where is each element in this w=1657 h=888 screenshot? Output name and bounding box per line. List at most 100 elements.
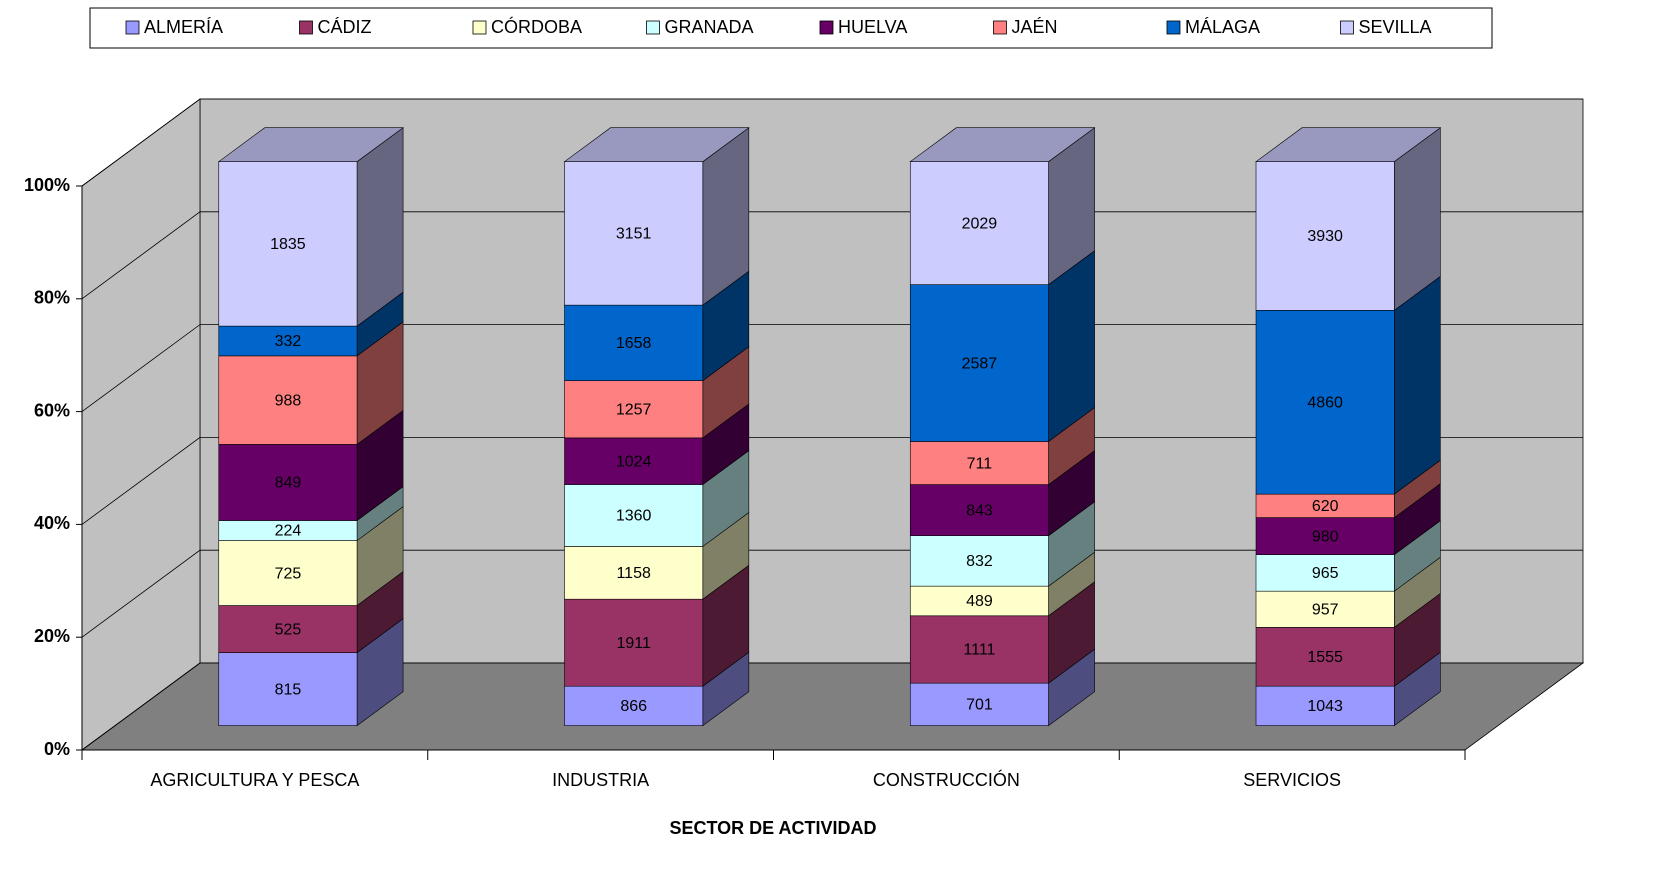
legend-label: GRANADA <box>664 17 753 37</box>
data-label: 1911 <box>616 635 651 652</box>
legend-swatch <box>299 20 313 35</box>
bar-top <box>563 127 750 162</box>
legend-label: MÁLAGA <box>1185 17 1260 37</box>
legend <box>89 7 1493 49</box>
data-label: 988 <box>275 392 302 409</box>
bar-top <box>909 127 1096 162</box>
y-tick-label: 40% <box>34 513 70 533</box>
y-tick-label: 60% <box>34 400 70 420</box>
data-label: 489 <box>966 593 993 610</box>
bar <box>218 444 358 521</box>
data-label: 2029 <box>962 215 998 232</box>
data-label: 849 <box>275 475 302 492</box>
legend-label: CÓRDOBA <box>491 16 582 37</box>
bar <box>909 161 1049 285</box>
bar <box>1255 627 1395 687</box>
bar <box>564 598 704 687</box>
x-tick-label: SERVICIOS <box>1243 770 1341 790</box>
data-label: 1360 <box>616 508 652 525</box>
bar <box>218 325 358 357</box>
bar <box>1255 161 1395 311</box>
legend-swatch <box>125 20 140 35</box>
bar <box>909 615 1049 684</box>
bar <box>909 484 1049 536</box>
grid-line <box>81 662 1583 751</box>
data-label: 980 <box>1312 528 1339 545</box>
legend-label: ALMERÍA <box>144 17 223 37</box>
legend-swatch <box>1340 20 1354 35</box>
bar <box>564 161 704 306</box>
bar <box>909 535 1049 587</box>
bar <box>218 540 358 606</box>
bar-top <box>217 127 404 162</box>
x-tick-label: INDUSTRIA <box>552 770 649 790</box>
data-label: 957 <box>1312 601 1339 618</box>
legend-swatch <box>993 20 1007 35</box>
bar-top <box>1255 127 1442 162</box>
data-label: 1658 <box>616 335 652 352</box>
grid-line <box>81 436 1583 525</box>
data-label: 525 <box>275 621 302 638</box>
bar <box>1255 517 1395 555</box>
data-label: 711 <box>967 455 993 472</box>
grid-line <box>81 211 1583 300</box>
data-label: 1257 <box>616 401 652 418</box>
data-label: 1024 <box>616 453 652 470</box>
bar <box>564 304 704 381</box>
bar <box>218 355 358 445</box>
data-label: 1555 <box>1307 649 1343 666</box>
grid-line <box>81 98 1583 187</box>
bar <box>909 284 1049 442</box>
bar <box>564 437 704 485</box>
bar-side <box>1394 275 1441 495</box>
data-label: 1835 <box>270 236 306 253</box>
bar <box>564 484 704 547</box>
data-label: 4860 <box>1307 394 1343 411</box>
data-label: 866 <box>620 698 647 715</box>
x-tick-label: AGRICULTURA Y PESCA <box>150 770 359 790</box>
bar-side <box>356 127 404 327</box>
data-label: 620 <box>1312 498 1339 515</box>
legend-label: SEVILLA <box>1358 17 1431 37</box>
bar <box>1255 685 1395 726</box>
bar <box>564 546 704 600</box>
bar <box>564 685 704 726</box>
data-label: 1111 <box>963 642 995 659</box>
legend-swatch <box>1166 20 1181 35</box>
bar <box>564 380 704 439</box>
data-label: 701 <box>966 697 993 714</box>
data-label: 3930 <box>1307 228 1343 245</box>
y-tick-label: 0% <box>44 739 70 759</box>
data-label: 1158 <box>616 565 651 582</box>
legend-swatch <box>472 20 487 35</box>
data-label: 725 <box>275 565 302 582</box>
data-label: 224 <box>275 523 302 540</box>
grid-line <box>81 324 1583 412</box>
legend-label: HUELVA <box>838 17 907 37</box>
data-label: 832 <box>966 553 993 570</box>
grid-line <box>81 549 1583 638</box>
data-label: 2587 <box>962 355 998 372</box>
x-axis-title: SECTOR DE ACTIVIDAD <box>669 818 876 838</box>
bar <box>909 585 1049 617</box>
data-label: 815 <box>275 681 302 698</box>
bar <box>218 605 358 653</box>
y-tick-label: 100% <box>24 175 70 195</box>
bar <box>218 161 358 327</box>
data-label: 965 <box>1312 565 1339 582</box>
y-tick-label: 20% <box>34 626 70 646</box>
y-tick-label: 80% <box>34 288 70 308</box>
side-wall <box>81 98 201 751</box>
data-label: 1043 <box>1307 698 1343 715</box>
bar <box>1255 309 1395 495</box>
data-label: 843 <box>966 502 993 519</box>
data-label: 3151 <box>616 226 652 243</box>
legend-label: JAÉN <box>1011 17 1057 37</box>
bar <box>218 652 358 726</box>
data-label: 332 <box>275 333 302 350</box>
bar <box>1255 554 1395 592</box>
x-tick-label: CONSTRUCCIÓN <box>873 769 1020 790</box>
legend-swatch <box>646 20 660 35</box>
bar <box>909 682 1049 726</box>
